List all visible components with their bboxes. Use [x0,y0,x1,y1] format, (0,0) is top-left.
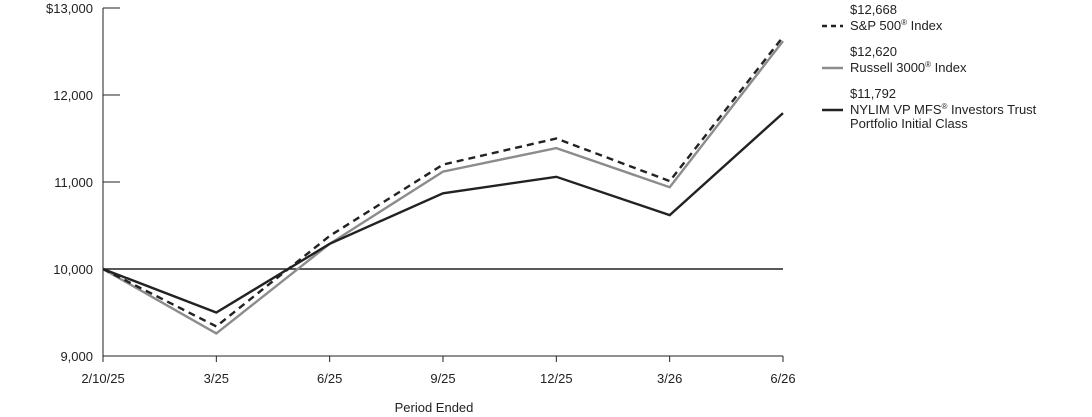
legend-label-line2: Portfolio Initial Class [850,116,968,131]
axes: $13,000 12,000 11,000 10,000 9,000 2/10/25 3/2… [46,1,796,386]
x-tick-label: 2/10/25 [81,371,124,386]
y-tick-label: 11,000 [54,175,93,190]
series-line-0 [103,37,783,327]
legend-label: S&P 500® Index [850,18,943,33]
x-tick-label: 3/25 [204,371,229,386]
y-tick-label: 10,000 [53,262,93,277]
x-axis-title: Period Ended [395,400,474,415]
x-tick-label: 6/25 [317,371,342,386]
x-tick-label: 6/26 [770,371,795,386]
series-line-2 [103,113,783,312]
legend-label: NYLIM VP MFS® Investors Trust [850,102,1037,117]
x-tick-label: 9/25 [430,371,455,386]
y-tick-label: 9,000 [60,349,93,364]
x-tick-label: 12/25 [540,371,573,386]
series-group [103,37,783,334]
x-tick-label: 3/26 [657,371,682,386]
legend-value: $11,792 [850,86,896,101]
y-tick-label: $13,000 [46,1,93,16]
legend-label: Russell 3000® Index [850,60,967,75]
series-line-1 [103,41,783,333]
legend-value: $12,620 [850,44,897,59]
y-tick-label: 12,000 [53,88,93,103]
legend-value: $12,668 [850,2,897,17]
